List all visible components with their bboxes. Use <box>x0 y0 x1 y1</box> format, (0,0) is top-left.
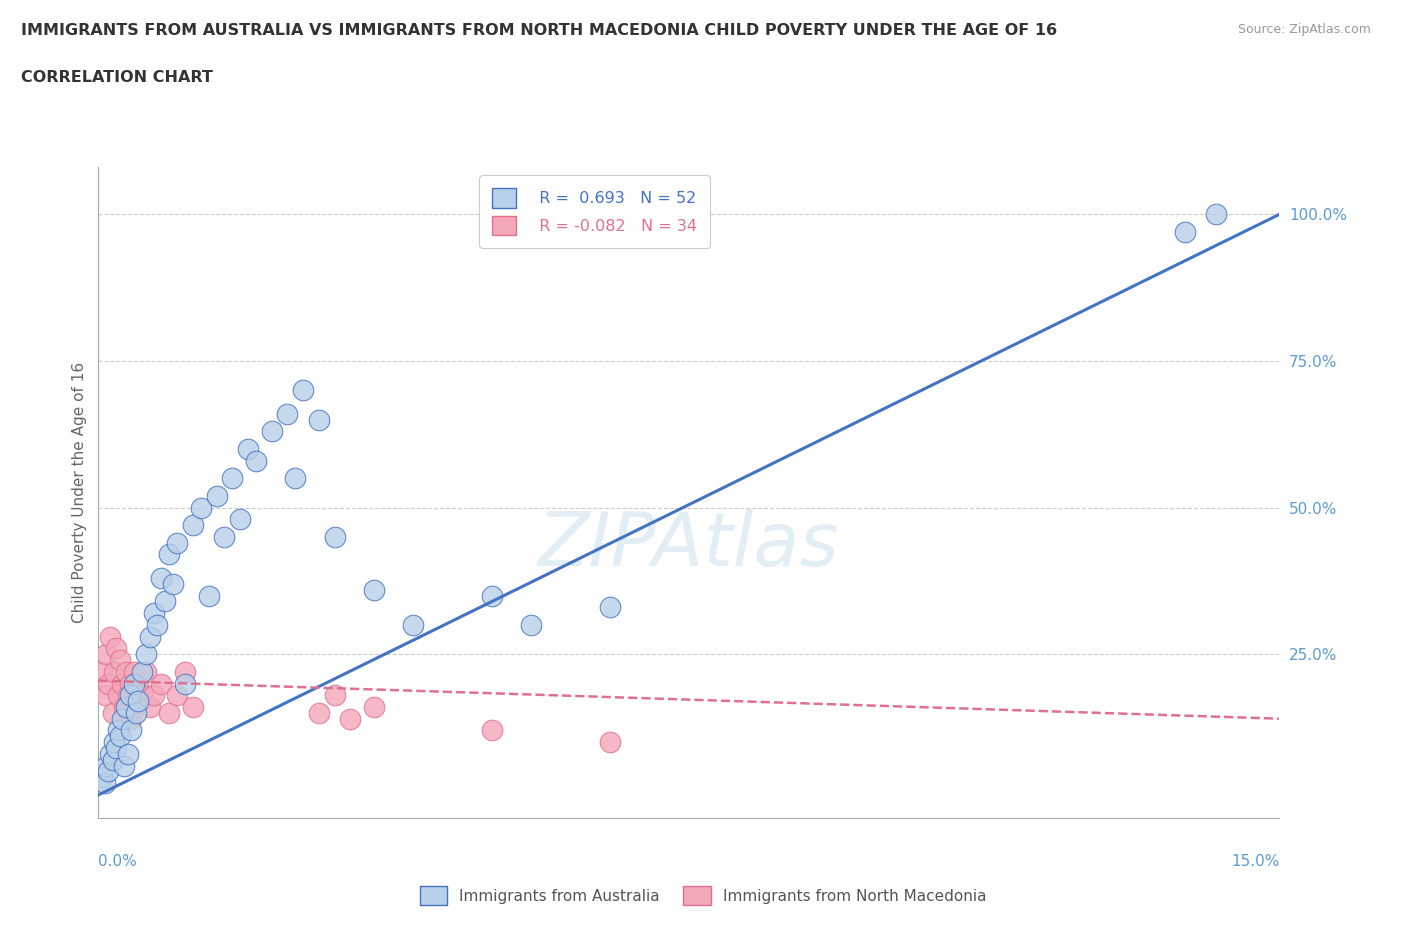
Point <box>174 676 197 691</box>
Point <box>599 735 621 750</box>
Point <box>96 758 118 773</box>
Point <box>103 664 125 679</box>
Point <box>166 688 188 703</box>
Point <box>181 699 204 714</box>
Point <box>174 664 197 679</box>
Point <box>97 764 120 779</box>
Point <box>112 758 135 773</box>
Point <box>121 711 143 726</box>
Text: CORRELATION CHART: CORRELATION CHART <box>21 70 212 85</box>
Text: 15.0%: 15.0% <box>1232 854 1279 870</box>
Point <box>292 383 315 398</box>
Y-axis label: Child Poverty Under the Age of 16: Child Poverty Under the Age of 16 <box>72 363 87 623</box>
Point <box>166 536 188 551</box>
Point <box>363 582 385 597</box>
Point <box>138 699 160 714</box>
Point <box>110 653 132 668</box>
Legend: Immigrants from Australia, Immigrants from North Macedonia: Immigrants from Australia, Immigrants fr… <box>413 881 993 911</box>
Point <box>146 618 169 632</box>
Point <box>117 747 139 762</box>
Point <box>339 711 361 726</box>
Point <box>157 705 180 720</box>
Point <box>98 747 121 762</box>
Point <box>481 723 503 737</box>
Point <box>122 664 145 679</box>
Point <box>93 688 115 703</box>
Point <box>122 676 145 691</box>
Point <box>308 412 330 427</box>
Point <box>115 664 138 679</box>
Point <box>121 723 143 737</box>
Text: IMMIGRANTS FROM AUSTRALIA VS IMMIGRANTS FROM NORTH MACEDONIA CHILD POVERTY UNDER: IMMIGRANTS FROM AUSTRALIA VS IMMIGRANTS … <box>21 23 1057 38</box>
Point <box>229 512 252 526</box>
Point <box>323 688 346 703</box>
Point <box>112 699 135 714</box>
Point <box>101 705 124 720</box>
Text: ZIPAtlas: ZIPAtlas <box>538 509 839 581</box>
Point <box>111 676 134 691</box>
Point <box>107 688 129 703</box>
Point <box>107 723 129 737</box>
Point <box>157 547 180 562</box>
Point <box>135 664 157 679</box>
Point <box>142 688 165 703</box>
Point <box>96 646 118 661</box>
Legend:   R =  0.693   N = 52,   R = -0.082   N = 34: R = 0.693 N = 52, R = -0.082 N = 34 <box>479 176 710 248</box>
Point <box>221 471 243 485</box>
Point <box>117 688 139 703</box>
Point <box>260 424 283 439</box>
Point <box>111 711 134 726</box>
Point <box>402 618 425 632</box>
Point <box>150 570 173 585</box>
Point <box>197 588 219 603</box>
Point <box>115 699 138 714</box>
Point <box>276 406 298 421</box>
Point <box>97 676 120 691</box>
Point <box>98 630 121 644</box>
Point <box>323 529 346 544</box>
Point <box>104 740 127 755</box>
Point <box>118 688 141 703</box>
Point <box>162 577 184 591</box>
Point <box>205 488 228 503</box>
Text: 0.0%: 0.0% <box>98 854 138 870</box>
Point <box>131 664 153 679</box>
Point <box>91 664 114 679</box>
Point <box>131 688 153 703</box>
Point <box>150 676 173 691</box>
Point <box>284 471 307 485</box>
Point <box>236 442 259 457</box>
Point <box>363 699 385 714</box>
Point <box>138 630 160 644</box>
Point <box>93 776 115 790</box>
Point <box>308 705 330 720</box>
Point <box>103 735 125 750</box>
Point <box>125 705 148 720</box>
Point <box>155 594 177 609</box>
Point <box>181 518 204 533</box>
Text: Source: ZipAtlas.com: Source: ZipAtlas.com <box>1237 23 1371 36</box>
Point <box>91 770 114 785</box>
Point <box>245 453 267 468</box>
Point <box>190 500 212 515</box>
Point <box>127 694 149 709</box>
Point <box>214 529 236 544</box>
Point <box>135 646 157 661</box>
Point <box>1205 206 1227 221</box>
Point <box>110 729 132 744</box>
Point <box>1174 224 1197 239</box>
Point <box>127 676 149 691</box>
Point <box>599 600 621 615</box>
Point <box>520 618 543 632</box>
Point <box>125 699 148 714</box>
Point <box>101 752 124 767</box>
Point <box>142 605 165 620</box>
Point <box>104 641 127 656</box>
Point <box>481 588 503 603</box>
Point <box>118 676 141 691</box>
